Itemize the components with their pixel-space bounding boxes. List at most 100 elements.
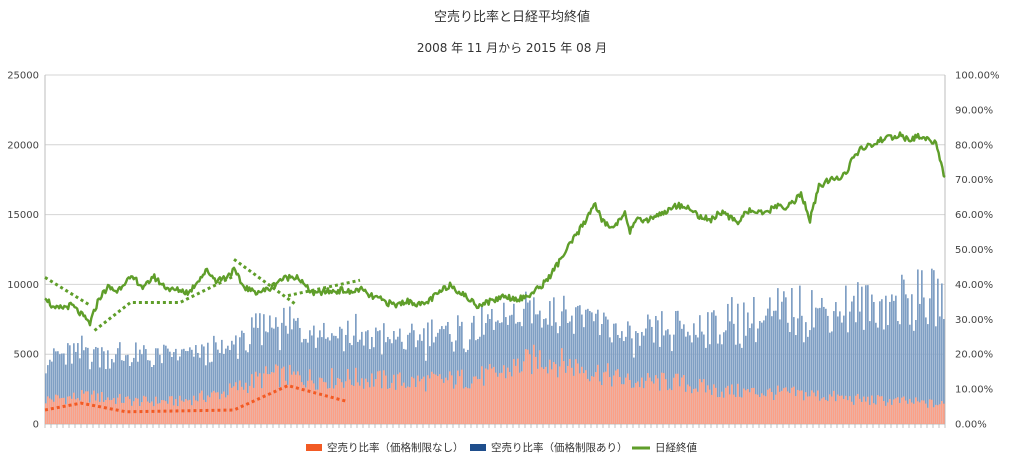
bar-no-price-limit	[411, 376, 413, 424]
bar-price-limited	[127, 354, 129, 424]
bar-price-limited	[835, 302, 837, 424]
bar-price-limited	[181, 349, 183, 424]
right-tick-label: 50.00%	[955, 245, 993, 256]
bar-price-limited	[155, 348, 157, 424]
bar-no-price-limit	[93, 390, 95, 424]
bar-price-limited	[55, 351, 57, 424]
bar-no-price-limit	[595, 372, 597, 424]
bar-no-price-limit	[327, 388, 329, 424]
bar-no-price-limit	[347, 369, 349, 424]
bar-price-limited	[147, 360, 149, 424]
bar-price-limited	[805, 322, 807, 424]
bar-price-limited	[929, 298, 931, 424]
bar-price-limited	[213, 335, 215, 424]
bar-no-price-limit	[587, 378, 589, 424]
bar-no-price-limit	[845, 395, 847, 424]
bar-no-price-limit	[775, 394, 777, 424]
bar-no-price-limit	[723, 397, 725, 424]
bar-no-price-limit	[273, 372, 275, 424]
bar-price-limited	[595, 313, 597, 424]
bar-no-price-limit	[455, 384, 457, 424]
bar-price-limited	[701, 331, 703, 424]
bar-no-price-limit	[301, 382, 303, 424]
bar-price-limited	[935, 326, 937, 424]
bar-no-price-limit	[521, 371, 523, 424]
bar-no-price-limit	[149, 403, 151, 424]
nikkei-line	[44, 131, 946, 327]
bar-price-limited	[837, 316, 839, 424]
bar-no-price-limit	[729, 394, 731, 424]
bar-price-limited	[413, 330, 415, 424]
bar-price-limited	[209, 362, 211, 424]
bar-price-limited	[75, 351, 77, 424]
bar-price-limited	[757, 328, 759, 424]
left-tick-label: 0	[33, 420, 39, 431]
bar-price-limited	[335, 335, 337, 424]
bar-no-price-limit	[395, 389, 397, 424]
bar-price-limited	[243, 332, 245, 424]
bar-price-limited	[359, 339, 361, 424]
bar-no-price-limit	[137, 398, 139, 424]
bar-no-price-limit	[773, 399, 775, 424]
bar-price-limited	[605, 316, 607, 424]
bar-price-limited	[99, 367, 101, 424]
bar-price-limited	[883, 329, 885, 424]
bar-no-price-limit	[155, 396, 157, 424]
bar-no-price-limit	[465, 386, 467, 424]
bar-price-limited	[715, 315, 717, 424]
bar-no-price-limit	[651, 381, 653, 424]
bar-no-price-limit	[843, 399, 845, 424]
bar-no-price-limit	[317, 389, 319, 424]
bar-no-price-limit	[445, 377, 447, 424]
bar-no-price-limit	[159, 403, 161, 424]
bar-no-price-limit	[489, 364, 491, 424]
bar-price-limited	[737, 303, 739, 424]
bar-no-price-limit	[727, 385, 729, 424]
bar-price-limited	[187, 351, 189, 424]
bar-no-price-limit	[921, 400, 923, 424]
bar-no-price-limit	[553, 362, 555, 424]
bar-no-price-limit	[867, 396, 869, 424]
bar-price-limited	[423, 328, 425, 424]
bar-price-limited	[215, 342, 217, 424]
bar-price-limited	[165, 345, 167, 424]
bar-price-limited	[921, 270, 923, 424]
bar-price-limited	[887, 325, 889, 424]
bar-price-limited	[177, 360, 179, 424]
bar-no-price-limit	[747, 389, 749, 424]
bar-no-price-limit	[653, 383, 655, 424]
bar-price-limited	[345, 334, 347, 424]
bar-price-limited	[305, 338, 307, 424]
bar-no-price-limit	[917, 401, 919, 424]
bar-no-price-limit	[625, 377, 627, 424]
bar-no-price-limit	[869, 404, 871, 424]
bar-price-limited	[467, 349, 469, 424]
bar-price-limited	[709, 344, 711, 424]
bar-no-price-limit	[361, 378, 363, 424]
bar-price-limited	[845, 285, 847, 424]
bar-no-price-limit	[507, 367, 509, 424]
bar-price-limited	[49, 359, 51, 424]
bar-price-limited	[657, 320, 659, 424]
bar-no-price-limit	[77, 398, 79, 424]
bar-price-limited	[311, 335, 313, 424]
bar-price-limited	[315, 347, 317, 424]
right-tick-label: 60.00%	[955, 210, 993, 221]
bar-no-price-limit	[567, 365, 569, 424]
bar-price-limited	[631, 338, 633, 424]
bar-price-limited	[563, 295, 565, 424]
bar-price-limited	[919, 303, 921, 424]
bar-price-limited	[103, 351, 105, 424]
bar-no-price-limit	[545, 366, 547, 424]
bar-price-limited	[145, 349, 147, 424]
bar-no-price-limit	[575, 359, 577, 424]
bar-price-limited	[651, 326, 653, 424]
bar-no-price-limit	[897, 397, 899, 424]
bar-no-price-limit	[667, 390, 669, 424]
bar-no-price-limit	[279, 387, 281, 424]
bar-price-limited	[343, 351, 345, 424]
bar-no-price-limit	[813, 392, 815, 424]
bar-price-limited	[783, 291, 785, 424]
bar-no-price-limit	[615, 370, 617, 424]
bar-no-price-limit	[471, 383, 473, 424]
